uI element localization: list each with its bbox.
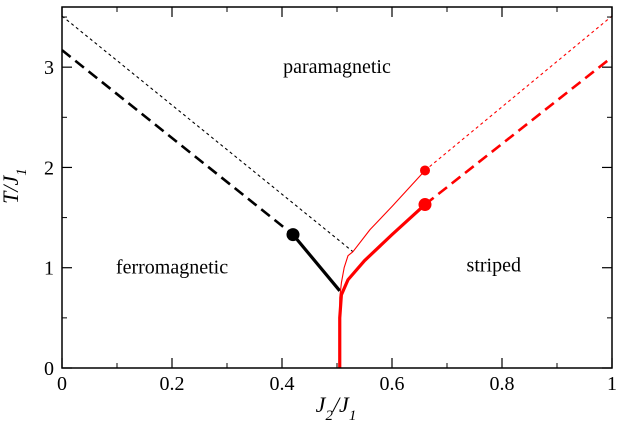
x-tick-label: 0.8 [490, 373, 515, 395]
region-label-striped: striped [467, 255, 521, 277]
region-label-paramagnetic: paramagnetic [283, 56, 391, 78]
series-line-6 [338, 203, 427, 368]
x-tick-label: 0.2 [160, 373, 185, 395]
x-tick-label: 0.4 [270, 373, 295, 395]
y-tick-label: 1 [44, 258, 54, 280]
plot-area: paramagnetic ferromagnetic striped [61, 15, 613, 368]
series-line-4 [352, 170, 426, 253]
data-marker [286, 228, 300, 242]
region-label-ferromagnetic: ferromagnetic [116, 257, 228, 279]
axes: T/J1 J2/J1 0 0.2 0.4 0.6 0.8 1 0 1 2 3 [0, 6, 617, 424]
x-tick-label: 1 [607, 373, 617, 395]
x-tick-label: 0.6 [380, 373, 405, 395]
y-tick-label: 2 [44, 157, 54, 179]
series-line-7 [424, 56, 613, 206]
y-tick-label: 0 [44, 358, 54, 380]
data-marker [418, 198, 432, 212]
x-tick-label: 0 [57, 373, 67, 395]
y-axis-label: T/J1 [0, 168, 30, 204]
series-line-0 [61, 15, 354, 253]
y-tick-label: 3 [44, 57, 54, 79]
x-axis-label: J2/J1 [316, 392, 357, 420]
series-line-2 [291, 233, 341, 292]
data-marker [420, 165, 430, 176]
series-line-1 [61, 49, 294, 236]
series-line-5 [424, 15, 613, 171]
